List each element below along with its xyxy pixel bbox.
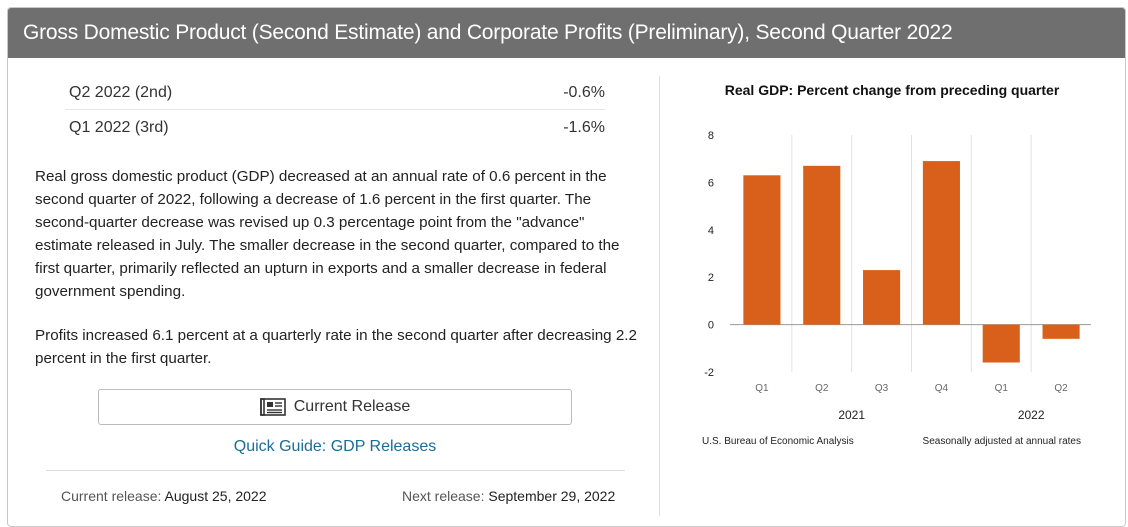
- bar: [1042, 324, 1080, 339]
- column-divider: [659, 76, 660, 516]
- summary-row: Q1 2022 (3rd) -1.6%: [65, 111, 605, 145]
- gdp-chart: Real GDP: Percent change from preceding …: [684, 73, 1100, 455]
- x-tick-label: Q4: [935, 383, 949, 394]
- x-tick-label: Q1: [995, 383, 1009, 394]
- y-tick-label: 0: [708, 320, 714, 332]
- current-release-date-value: August 25, 2022: [164, 488, 267, 504]
- x-tick-label: Q1: [755, 383, 769, 394]
- y-tick-label: 8: [708, 130, 714, 142]
- gdp-bar-chart: Real GDP: Percent change from preceding …: [702, 82, 1091, 447]
- divider: [46, 470, 625, 471]
- x-tick-label: Q3: [875, 383, 889, 394]
- year-group-label: 2021: [838, 408, 865, 422]
- x-tick-label: Q2: [1054, 383, 1068, 394]
- gdp-panel: Gross Domestic Product (Second Estimate)…: [7, 7, 1126, 527]
- x-tick-label: Q2: [815, 383, 829, 394]
- year-group-label: 2022: [1018, 408, 1045, 422]
- summary-label: Q1 2022 (3rd): [69, 119, 169, 136]
- current-release-label: Current Release: [293, 398, 411, 415]
- y-tick-label: 4: [708, 225, 714, 237]
- summary-label: Q2 2022 (2nd): [69, 84, 173, 101]
- chart-title: Real GDP: Percent change from preceding …: [725, 82, 1060, 98]
- panel-title: Gross Domestic Product (Second Estimate)…: [8, 8, 1125, 58]
- bar: [922, 161, 960, 325]
- summary-row: Q2 2022 (2nd) -0.6%: [65, 76, 605, 110]
- newspaper-icon: [259, 398, 286, 416]
- next-release-date-label: Next release:: [402, 488, 485, 504]
- chart-source-note: U.S. Bureau of Economic Analysis: [702, 436, 854, 447]
- chart-adjustment-note: Seasonally adjusted at annual rates: [923, 436, 1081, 447]
- summary-value: -1.6%: [563, 119, 605, 136]
- next-release-date: Next release: September 29, 2022: [402, 488, 615, 504]
- bar: [863, 270, 901, 325]
- current-release-date: Current release: August 25, 2022: [61, 488, 267, 504]
- bar: [743, 175, 781, 325]
- profits-paragraph: Profits increased 6.1 percent at a quart…: [35, 327, 637, 367]
- summary-section: Q2 2022 (2nd) -0.6% Q1 2022 (3rd) -1.6% …: [8, 58, 658, 526]
- current-release-button[interactable]: Current Release: [98, 389, 572, 425]
- y-tick-label: -2: [704, 367, 714, 379]
- gdp-paragraph: Real gross domestic product (GDP) decrea…: [35, 168, 620, 300]
- current-release-date-label: Current release:: [61, 488, 162, 504]
- y-tick-label: 2: [708, 272, 714, 284]
- quick-guide-link[interactable]: Quick Guide: GDP Releases: [233, 438, 437, 455]
- bar: [982, 324, 1020, 363]
- next-release-date-value: September 29, 2022: [488, 488, 616, 504]
- y-tick-label: 6: [708, 177, 714, 189]
- summary-value: -0.6%: [563, 84, 605, 101]
- bar: [803, 165, 841, 325]
